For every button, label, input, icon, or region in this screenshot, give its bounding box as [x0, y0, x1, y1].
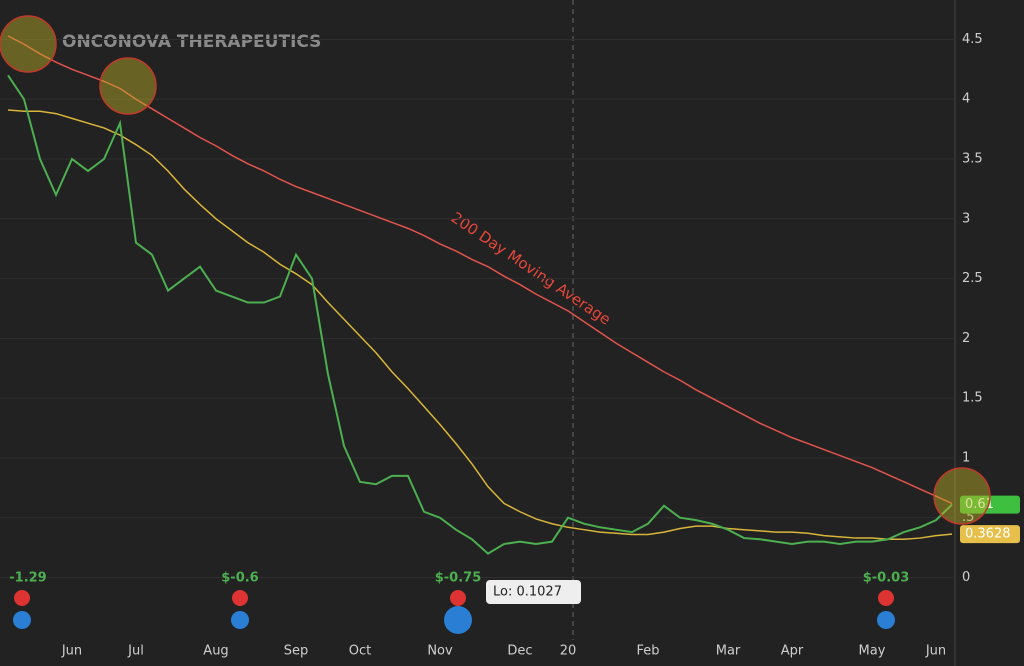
- x-tick-label: Mar: [716, 644, 741, 659]
- tooltip-text: Lo: 0.1027: [493, 585, 562, 600]
- y-tick-label: 0: [962, 570, 970, 585]
- earnings-icon: [450, 590, 466, 606]
- x-tick-label: 20: [560, 644, 577, 659]
- highlight: [99, 57, 157, 115]
- earnings-bulb: [877, 611, 895, 629]
- x-tick-label: Sep: [284, 644, 309, 659]
- earnings-label: -1.29: [9, 571, 46, 586]
- y-tick-label: 4: [962, 92, 970, 107]
- y-tick-label: 3.5: [962, 152, 983, 167]
- last-value-box: [960, 525, 1020, 544]
- tooltip-box: [486, 580, 581, 604]
- y-tick-label: 2.5: [962, 271, 983, 286]
- earnings-icon: [878, 590, 894, 606]
- x-tick-label: Jun: [61, 644, 82, 659]
- y-tick-label: .5: [962, 510, 974, 525]
- series-line: [7, 35, 953, 505]
- x-tick-label: Feb: [636, 644, 659, 659]
- y-tick-label: 3: [962, 211, 970, 226]
- x-tick-label: Apr: [781, 644, 804, 659]
- series-line: [7, 109, 953, 541]
- last-value-box: [960, 495, 1020, 514]
- earnings-bulb: [231, 611, 249, 629]
- x-tick-label: May: [859, 644, 886, 659]
- earnings-bulb: [444, 606, 472, 634]
- last-value-text: 0.3628: [965, 527, 1011, 542]
- x-tick-label: Aug: [203, 644, 228, 659]
- earnings-icon: [232, 590, 248, 606]
- series-line: [7, 74, 953, 555]
- x-tick-label: Jul: [127, 644, 144, 659]
- y-tick-label: 1: [962, 450, 970, 465]
- x-tick-label: Dec: [507, 644, 532, 659]
- y-tick-label: 2: [962, 331, 970, 346]
- earnings-label: $-0.6: [221, 571, 258, 586]
- earnings-bulb: [13, 611, 31, 629]
- last-value-label: 0.3628: [960, 525, 1020, 544]
- x-tick-label: Oct: [349, 644, 371, 659]
- highlight: [0, 15, 57, 73]
- earnings-label: $-0.03: [863, 571, 910, 586]
- earnings-icon: [14, 590, 30, 606]
- y-tick-label: 1.5: [962, 391, 983, 406]
- low-tooltip: Lo: 0.1027: [486, 580, 581, 604]
- logo: ONCONOVA THERAPEUTICS: [62, 32, 321, 52]
- x-tick-label: Jun: [925, 644, 946, 659]
- highlight: [933, 467, 991, 525]
- x-tick-label: Nov: [427, 644, 453, 659]
- y-tick-label: 4.5: [962, 32, 983, 47]
- earnings-label: $-0.75: [435, 571, 482, 586]
